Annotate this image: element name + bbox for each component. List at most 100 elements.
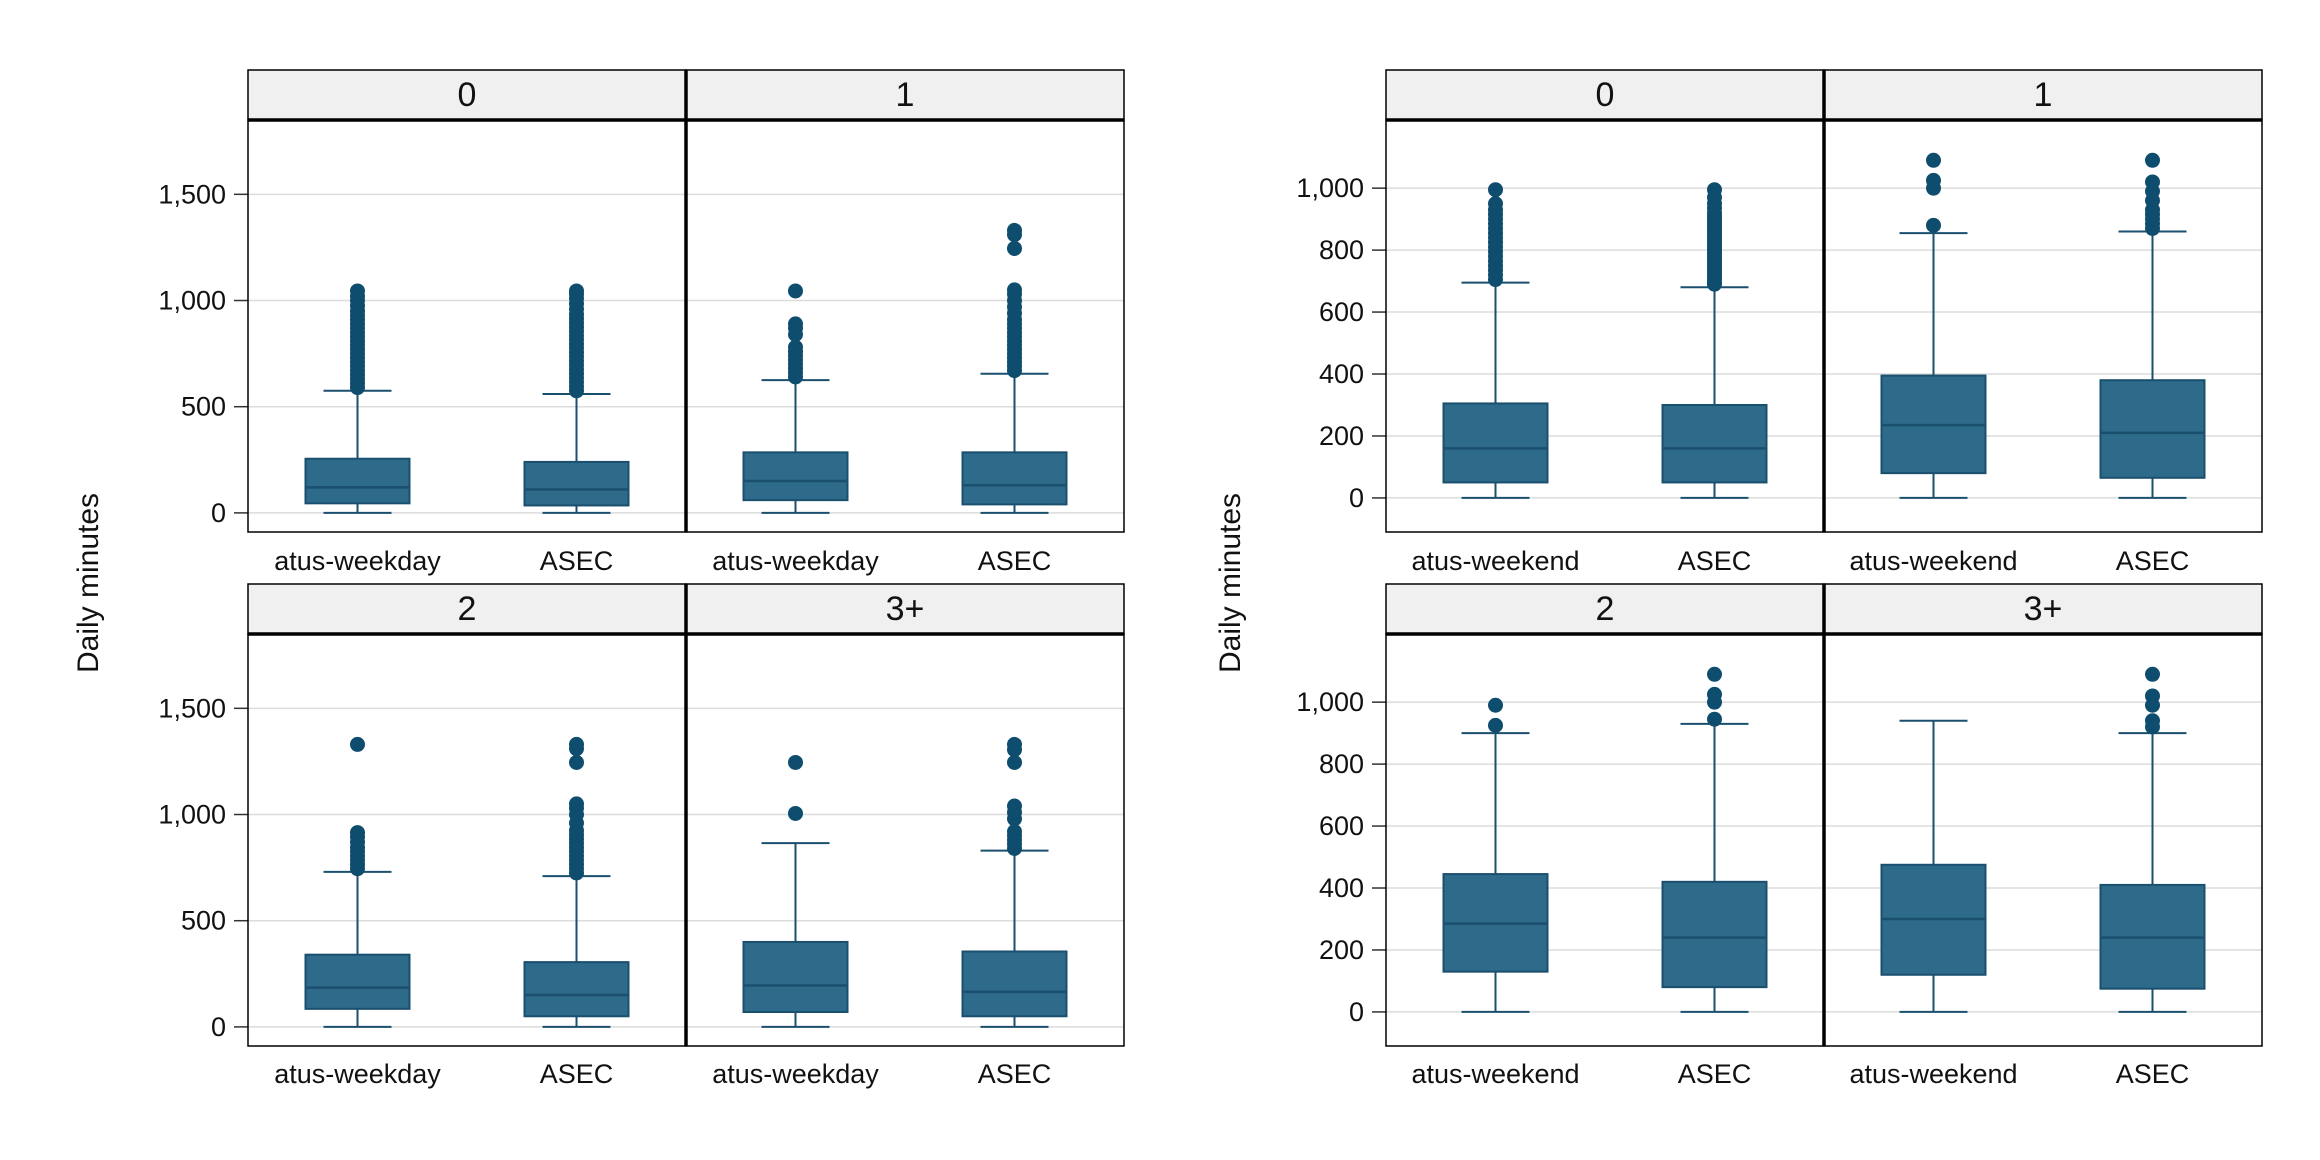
y-tick-label: 600 [1319,297,1364,327]
outlier-point [2145,666,2160,682]
facet-strip [685,583,1125,635]
box-iqr [304,953,411,1010]
outlier-point [2145,152,2160,168]
x-tick-label: ASEC [1678,546,1752,576]
facet-strip-label: 2 [1596,590,1615,628]
x-tick-label: ASEC [1678,1059,1752,1089]
outlier-point [569,283,584,299]
outlier-point [569,796,584,812]
box-asec [1661,182,1768,499]
outlier-point [1007,282,1022,298]
y-tick-label: 800 [1319,235,1364,265]
outlier-point [1707,182,1722,198]
box-asec [1661,666,1768,1013]
box-iqr [961,451,1068,506]
box-atus-weekend [1442,697,1549,1013]
box-iqr [304,457,411,505]
box-asec [961,222,1068,514]
y-tick-label: 200 [1319,421,1364,451]
outlier-point [2145,713,2160,729]
outlier-point [1926,172,1941,188]
box-atus-weekend [1442,182,1549,499]
chart-panel-left: Daily minutes 0 500 1,000 1,500 atus-weekday A… [72,69,1125,1089]
x-tick-label: atus-weekday [712,1059,879,1089]
y-tick-label: 1,500 [158,693,226,723]
box-atus-weekday [742,754,849,1028]
outlier-point [350,283,365,299]
outlier-point [1007,798,1022,814]
facet-strip-label: 2 [458,590,477,628]
outlier-point [1707,711,1722,727]
facet-0: 0 200 400 600 800 1,000 atus-weekend ASEC 0 [1296,69,1825,576]
x-tick-label: ASEC [2116,1059,2190,1089]
box-atus-weekday [742,283,849,514]
box-asec [523,283,630,514]
x-tick-label: ASEC [978,1059,1052,1089]
y-tick-label: 1,000 [158,286,226,316]
facet-2: 0 500 1,000 1,500 atus-weekday ASEC 2 [158,583,687,1089]
facet-2: 0 200 400 600 800 1,000 atus-weekend ASEC 2 [1296,583,1825,1089]
facet-3plus: atus-weekday ASEC 3+ [684,583,1125,1089]
outlier-point [1488,717,1503,733]
outlier-point [569,754,584,770]
box-atus-weekend [1880,152,1987,499]
box-asec [2099,152,2206,499]
outlier-point [1488,697,1503,713]
y-tick-label: 200 [1319,935,1364,965]
y-tick-label: 500 [181,906,226,936]
box-iqr [1442,402,1549,484]
y-tick-label: 0 [1349,483,1364,513]
box-asec [523,736,630,1028]
y-tick-label: 0 [211,498,226,528]
box-atus-weekday [304,736,411,1028]
facet-strip [1385,583,1825,635]
facet-strip-label: 0 [1596,76,1615,114]
outlier-point [1926,217,1941,233]
outlier-point [1488,196,1503,212]
outlier-point [788,316,803,332]
x-tick-label: ASEC [540,546,614,576]
outlier-point [1707,666,1722,682]
outlier-point [788,805,803,821]
y-tick-label: 500 [181,392,226,422]
box-iqr [961,950,1068,1018]
y-tick-label: 400 [1319,873,1364,903]
y-tick-label: 800 [1319,749,1364,779]
facet-strip [1823,583,2263,635]
facet-1: atus-weekday ASEC 1 [684,69,1125,576]
box-iqr [742,451,849,502]
outlier-point [1007,240,1022,256]
y-axis-label: Daily minutes [1214,493,1247,673]
x-tick-label: ASEC [978,546,1052,576]
x-tick-label: atus-weekday [274,546,441,576]
y-tick-label: 1,000 [1296,687,1364,717]
outlier-point [788,754,803,770]
outlier-point [788,339,803,355]
outlier-point [1007,824,1022,840]
x-tick-label: atus-weekday [712,546,879,576]
y-tick-label: 400 [1319,359,1364,389]
outlier-point [1007,222,1022,238]
facet-strip-label: 3+ [2024,590,2063,628]
facet-strip-label: 1 [896,76,915,114]
box-asec [961,736,1068,1028]
y-axis-label: Daily minutes [72,493,105,673]
x-tick-label: atus-weekday [274,1059,441,1089]
outlier-point [788,283,803,299]
chart-panel-right: Daily minutes 0 200 400 600 800 1,000 atus-week… [1214,69,2263,1089]
outlier-point [1488,182,1503,198]
x-tick-label: ASEC [2116,546,2190,576]
x-tick-label: atus-weekend [1849,546,2017,576]
outlier-point [350,736,365,752]
facet-3plus: atus-weekend ASEC 3+ [1822,583,2263,1089]
y-tick-label: 1,000 [1296,173,1364,203]
x-tick-label: ASEC [540,1059,614,1089]
outlier-point [350,825,365,841]
box-iqr [1661,880,1768,989]
box-asec [2099,666,2206,1013]
x-tick-label: atus-weekend [1411,1059,1579,1089]
outlier-point [569,736,584,752]
facet-1: atus-weekend ASEC 1 [1822,69,2263,576]
facet-strip-label: 0 [458,76,477,114]
